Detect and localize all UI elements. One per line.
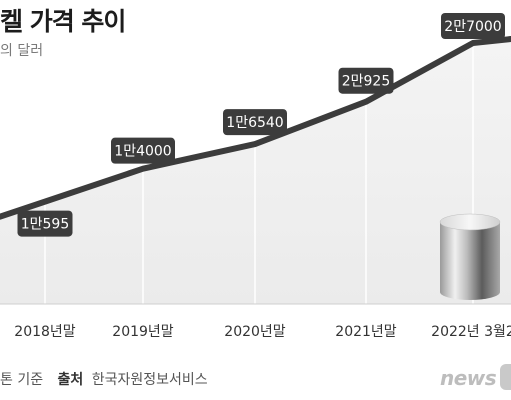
data-label-box [223,109,287,136]
basis-note: 톤 기준 [0,372,44,388]
data-label-box [111,137,175,164]
data-label-box [441,13,505,39]
data-label-text: 2만925 [342,74,391,90]
chart-title: 켈 가격 추이 [0,7,126,36]
data-label-text: 1만595 [21,217,70,233]
nickel-ingot-top [439,213,501,231]
nickel-ingot-icon [440,222,500,300]
x-tick-label: 2019년말 [112,324,174,340]
chart-unit-label: 의 달러 [0,43,44,59]
data-label: 1만595 [17,210,73,237]
news-logo-icon [500,364,511,390]
x-tick-label: 2022년 3월2 [431,324,511,340]
data-label-box [17,210,73,237]
source-label: 출처 [57,372,84,388]
data-label-text: 1만4000 [114,144,171,160]
x-tick-label: 2018년말 [14,324,76,340]
source-name: 한국자원정보서비스 [91,372,208,388]
data-label-box [338,67,394,94]
data-label-text: 1만6540 [226,115,283,131]
series-line [0,36,511,220]
x-tick-label: 2021년말 [335,324,397,340]
data-label: 2만7000 [441,13,505,39]
data-label: 2만925 [338,67,394,94]
x-tick-label: 2020년말 [224,324,286,340]
data-label: 1만4000 [111,137,175,164]
data-label: 1만6540 [223,109,287,136]
news-logo: news [440,366,497,390]
footer-source: 톤 기준 출처 한국자원정보서비스 [0,369,208,389]
data-label-text: 2만7000 [444,19,501,35]
